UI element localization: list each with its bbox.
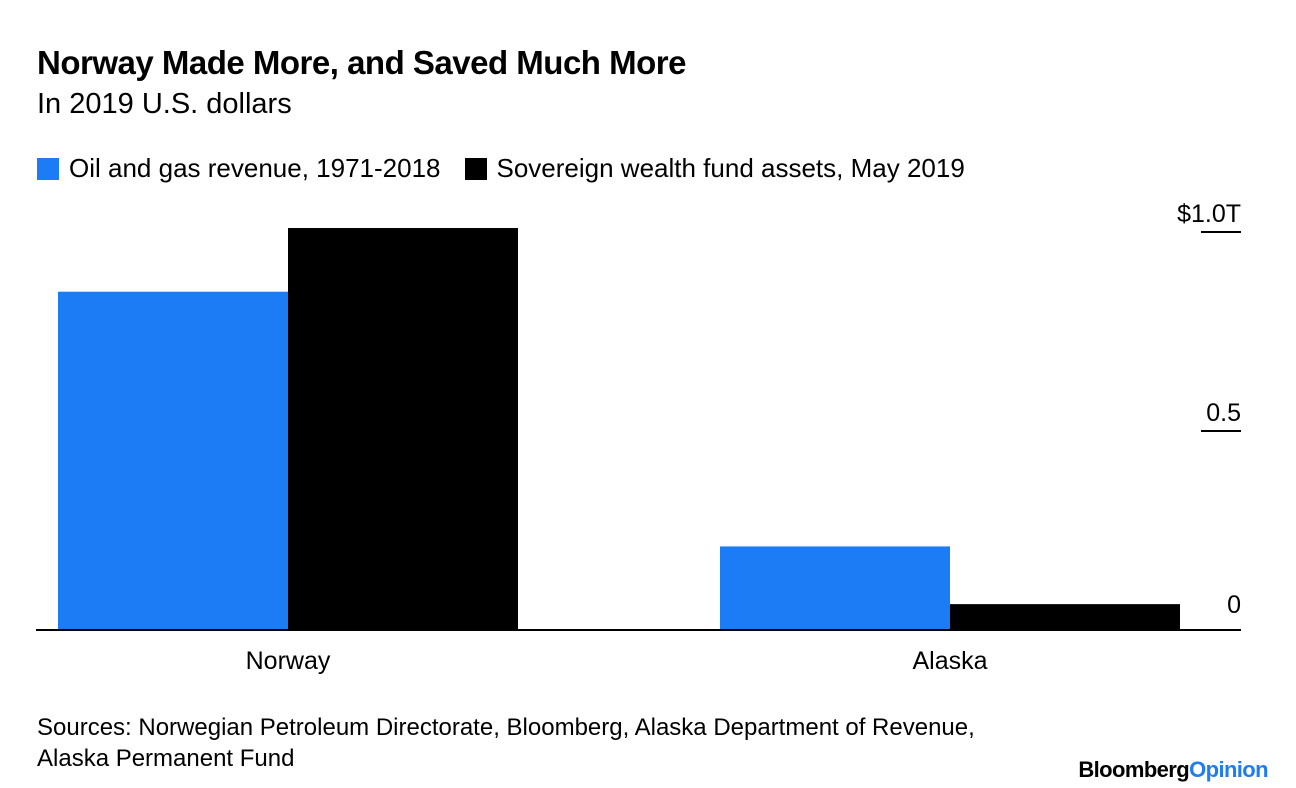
legend: Oil and gas revenue, 1971-2018 Sovereign…	[37, 153, 989, 184]
brand-logo: BloombergOpinion	[1078, 757, 1268, 783]
y-tick-label-0: 0	[1227, 591, 1241, 619]
legend-swatch-fund-assets	[464, 157, 487, 180]
bar-chart: Norway Alaska 0 0.5 $1.0T	[36, 200, 1241, 675]
x-tick-label-alaska: Alaska	[912, 647, 987, 675]
legend-label-revenue: Oil and gas revenue, 1971-2018	[69, 153, 441, 183]
legend-item-revenue: Oil and gas revenue, 1971-2018	[37, 153, 441, 184]
chart-title: Norway Made More, and Saved Much More	[37, 44, 686, 81]
bar-norway-fund-assets	[288, 228, 518, 630]
y-tick-label-2: $1.0T	[1177, 200, 1241, 228]
legend-label-fund-assets: Sovereign wealth fund assets, May 2019	[496, 153, 965, 183]
y-tick-label-1: 0.5	[1206, 399, 1241, 427]
bar-norway-revenue	[58, 291, 288, 630]
x-tick-label-norway: Norway	[246, 647, 331, 675]
bar-alaska-fund-assets	[950, 604, 1180, 630]
brand-bloomberg: Bloomberg	[1078, 757, 1190, 782]
source-note: Sources: Norwegian Petroleum Directorate…	[37, 714, 975, 772]
brand-opinion: Opinion	[1189, 757, 1269, 782]
legend-swatch-revenue	[37, 157, 59, 180]
bar-alaska-revenue	[720, 546, 950, 630]
chart-subtitle: In 2019 U.S. dollars	[37, 88, 292, 120]
legend-item-fund-assets: Sovereign wealth fund assets, May 2019	[464, 153, 965, 184]
